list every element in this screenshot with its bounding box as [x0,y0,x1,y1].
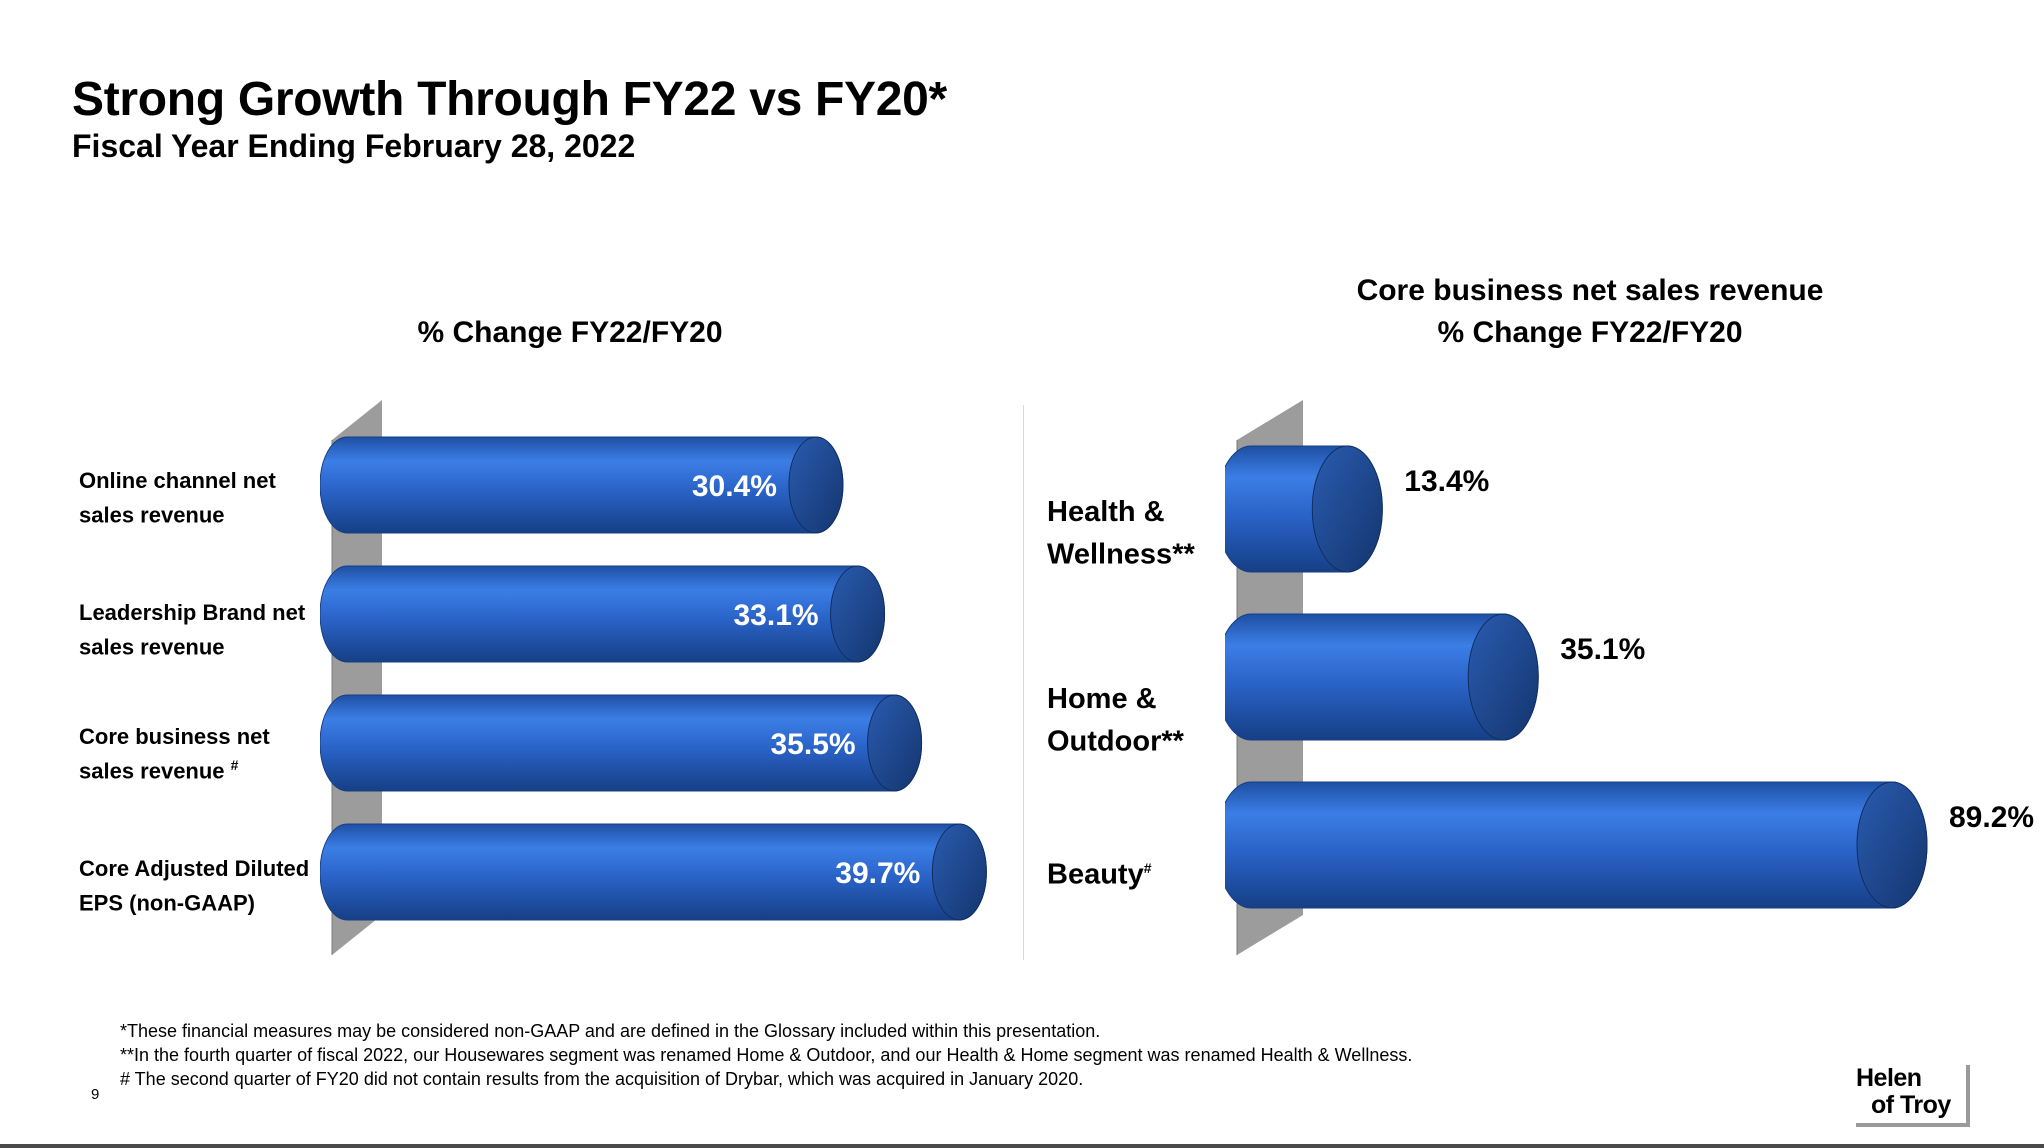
left-chart-heading: % Change FY22/FY20 [417,316,723,349]
footnote-drybar: # The second quarter of FY20 did not con… [120,1069,1084,1089]
bar-end-cap [1311,445,1383,573]
bar-end-cap [867,694,923,792]
chart-divider [1023,405,1024,960]
right-category-label: Home & Outdoor** [1047,683,1184,758]
left-category-label: Core Adjusted Diluted EPS (non-GAAP) [79,856,310,916]
data-label: 89.2% [1949,801,2034,834]
slide-subtitle: Fiscal Year Ending February 28, 2022 [72,128,636,164]
data-label: 35.1% [1560,633,1645,666]
slide-title: Strong Growth Through FY22 vs FY20* [72,73,947,126]
data-label: 39.7% [835,857,920,890]
left-category-label: Online channel net sales revenue [79,468,276,528]
page-number: 9 [91,1086,100,1103]
footnote-segment-rename: **In the fourth quarter of fiscal 2022, … [120,1045,1413,1065]
right-chart-heading-line1: Core business net sales revenue [1356,274,1824,307]
data-label: 33.1% [733,599,818,632]
right-category-label: Beauty# [1047,858,1152,891]
bar-end-cap [931,823,987,921]
bar-end-cap [830,565,886,663]
bar-end-cap [788,436,844,534]
bar-end-cap [1467,613,1539,741]
left-bar-chart: 30.4% 33.1% 35.5% 39.7% [320,400,987,955]
logo-text-line1: Helen [1856,1064,1922,1092]
data-label: 13.4% [1404,465,1489,498]
data-label: 30.4% [692,470,777,503]
footnote-non-gaap: *These financial measures may be conside… [120,1021,1101,1041]
logo-text-line2: of Troy [1871,1091,1951,1119]
bar [1225,781,1928,909]
bar-end-cap [1856,781,1928,909]
right-bar-chart: 13.4% 35.1% 89.2% [1225,400,2034,955]
right-chart-heading-line2: % Change FY22/FY20 [1437,316,1743,349]
helen-of-troy-logo: Helen of Troy [1856,1065,1970,1127]
data-label: 35.5% [771,728,856,761]
chart-back-wall [332,400,382,955]
right-category-label: Health & Wellness** [1047,496,1195,571]
left-category-label: Core business net sales revenue # [79,724,270,784]
left-category-label: Leadership Brand net sales revenue [79,600,306,660]
bottom-rule [0,1144,2044,1148]
